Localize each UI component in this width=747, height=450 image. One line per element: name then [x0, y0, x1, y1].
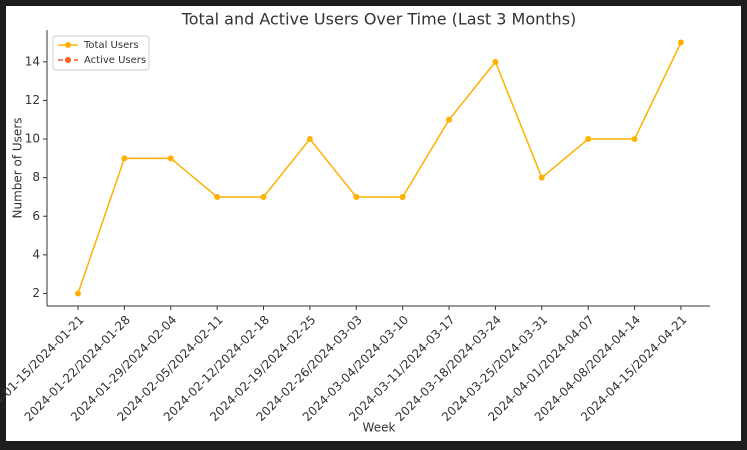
y-tick-label: 6 — [32, 209, 40, 223]
y-tick-label: 4 — [32, 247, 40, 261]
data-point — [677, 39, 684, 46]
x-axis-label: Week — [363, 421, 396, 435]
canvas — [6, 6, 741, 441]
data-point — [353, 193, 360, 200]
data-point — [214, 193, 221, 200]
data-point — [538, 174, 545, 181]
data-point — [167, 155, 174, 162]
y-tick-label: 12 — [25, 93, 40, 107]
legend-label: Active Users — [84, 55, 146, 66]
chart-title: Total and Active Users Over Time (Last 3… — [181, 10, 577, 29]
data-point — [446, 116, 453, 123]
legend-marker — [65, 42, 71, 48]
data-point — [631, 136, 638, 143]
y-axis-label: Number of Users — [11, 117, 25, 218]
data-point — [260, 193, 267, 200]
series-line — [77, 42, 682, 294]
y-tick-label: 10 — [25, 132, 40, 146]
data-point — [492, 58, 499, 65]
data-point — [399, 193, 406, 200]
data-point — [306, 136, 313, 143]
legend-marker — [65, 57, 71, 63]
legend-label: Total Users — [83, 40, 139, 51]
data-point — [585, 136, 592, 143]
y-tick-label: 2 — [32, 286, 40, 300]
y-tick-label: 8 — [32, 170, 40, 184]
data-point — [121, 155, 128, 162]
data-point — [75, 290, 81, 297]
y-tick-label: 14 — [25, 54, 40, 68]
